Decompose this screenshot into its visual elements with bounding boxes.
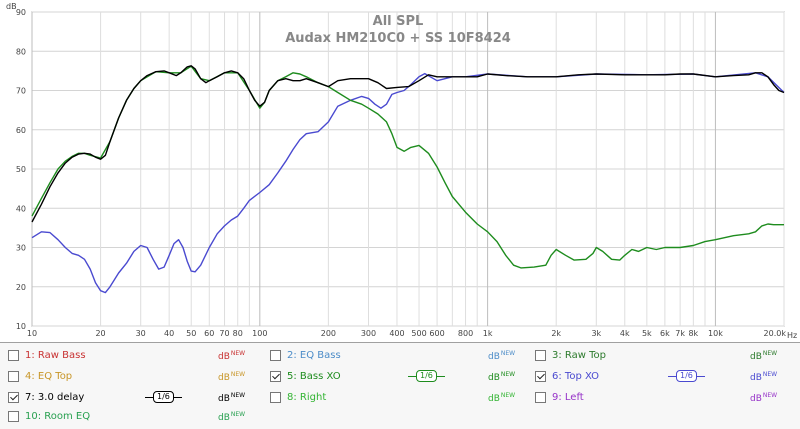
smoothing-line-right bbox=[173, 396, 182, 398]
x-tick-label: 50 bbox=[186, 329, 196, 338]
checkbox-eq-top[interactable] bbox=[8, 370, 19, 382]
legend-item-top-xo[interactable]: 6: Top XO bbox=[535, 367, 599, 385]
y-tick-label: 90 bbox=[16, 8, 26, 17]
smoothing-line-left bbox=[408, 375, 416, 377]
checkbox-eq-bass[interactable] bbox=[270, 349, 281, 361]
smoothing-button-bass-xo[interactable]: 1/6 bbox=[408, 370, 445, 382]
smoothing-button-top-xo[interactable]: 1/6 bbox=[668, 370, 705, 382]
y-tick-label: 30 bbox=[16, 244, 26, 253]
checkbox-raw-bass[interactable] bbox=[8, 349, 19, 361]
y-tick-label: 10 bbox=[16, 322, 26, 331]
y-tick-label: 50 bbox=[16, 165, 26, 174]
chart-title: All SPL bbox=[373, 14, 424, 29]
x-tick-label: 60 bbox=[204, 329, 214, 338]
x-tick-label: 800 bbox=[458, 329, 473, 338]
legend-label-raw-bass: 1: Raw Bass bbox=[25, 349, 86, 361]
y-tick-label: 80 bbox=[16, 47, 26, 56]
x-tick-label: 20.0k bbox=[764, 329, 787, 338]
x-tick-label: 10k bbox=[708, 329, 723, 338]
legend-label-delay: 7: 3.0 delay bbox=[25, 391, 85, 403]
db-eq-bass: dBNEW bbox=[488, 350, 516, 362]
legend-item-bass-xo[interactable]: 5: Bass XO bbox=[270, 367, 341, 385]
x-tick-label: 70 bbox=[219, 329, 229, 338]
smoothing-label: 1/6 bbox=[153, 391, 174, 403]
db-right: dBNEW bbox=[488, 392, 516, 404]
db-bass-xo: dBNEW bbox=[488, 371, 516, 383]
x-tick-labels: 10 20 30 40 50 60 70 80 100 200 300 400 500 600 800 1k 2… bbox=[27, 329, 786, 338]
x-tick-label: 80 bbox=[233, 329, 243, 338]
legend-label-right: 8: Right bbox=[287, 391, 327, 403]
db-raw-top: dBNEW bbox=[750, 350, 778, 362]
x-tick-label: 4k bbox=[620, 329, 630, 338]
y-axis-label: dB bbox=[6, 2, 17, 11]
smoothing-label: 1/6 bbox=[676, 370, 697, 382]
y-tick-label: 70 bbox=[16, 87, 26, 96]
x-tick-label: 100 bbox=[252, 329, 267, 338]
legend-panel: 1: Raw Bass dBNEW 2: EQ Bass dBNEW 3: Ra… bbox=[0, 342, 800, 429]
x-tick-label: 400 bbox=[389, 329, 404, 338]
checkbox-room-eq[interactable] bbox=[8, 410, 19, 422]
smoothing-label: 1/6 bbox=[416, 370, 437, 382]
x-tick-label: 600 bbox=[429, 329, 444, 338]
x-tick-label: 8k bbox=[688, 329, 698, 338]
legend-item-raw-bass[interactable]: 1: Raw Bass bbox=[8, 346, 86, 364]
x-tick-label: 30 bbox=[136, 329, 146, 338]
spl-chart: 90 80 70 60 50 40 30 20 10 10 20 30 40 50 60 70 80 100 20… bbox=[6, 2, 797, 340]
checkbox-top-xo[interactable] bbox=[535, 370, 546, 382]
x-tick-label: 5k bbox=[642, 329, 652, 338]
db-raw-bass: dBNEW bbox=[218, 350, 246, 362]
smoothing-line-right bbox=[436, 375, 445, 377]
db-room-eq: dBNEW bbox=[218, 411, 246, 423]
checkbox-raw-top[interactable] bbox=[535, 349, 546, 361]
legend-item-left[interactable]: 9: Left bbox=[535, 388, 584, 406]
x-tick-label: 500 bbox=[411, 329, 426, 338]
checkbox-bass-xo[interactable] bbox=[270, 370, 281, 382]
checkbox-left[interactable] bbox=[535, 391, 546, 403]
legend-item-delay[interactable]: 7: 3.0 delay bbox=[8, 388, 84, 406]
legend-label-room-eq: 10: Room EQ bbox=[25, 410, 91, 422]
x-tick-label: 1k bbox=[483, 329, 493, 338]
x-tick-label: 10 bbox=[27, 329, 37, 338]
checkbox-delay[interactable] bbox=[8, 391, 19, 403]
x-tick-label: 7k bbox=[675, 329, 685, 338]
db-left: dBNEW bbox=[750, 392, 778, 404]
checkbox-right[interactable] bbox=[270, 391, 281, 403]
y-tick-label: 60 bbox=[16, 126, 26, 135]
legend-item-room-eq[interactable]: 10: Room EQ bbox=[8, 407, 90, 425]
y-tick-label: 40 bbox=[16, 204, 26, 213]
x-tick-label: 6k bbox=[660, 329, 670, 338]
x-tick-label: 20 bbox=[95, 329, 105, 338]
series-line-7-3-0-delay bbox=[31, 65, 785, 223]
db-eq-top: dBNEW bbox=[218, 371, 246, 383]
legend-label-bass-xo: 5: Bass XO bbox=[287, 370, 341, 382]
y-tick-label: 20 bbox=[16, 283, 26, 292]
x-axis-unit: Hz bbox=[787, 331, 797, 340]
legend-label-top-xo: 6: Top XO bbox=[552, 370, 600, 382]
legend-item-raw-top[interactable]: 3: Raw Top bbox=[535, 346, 606, 364]
smoothing-button-delay[interactable]: 1/6 bbox=[145, 391, 182, 403]
smoothing-line-left bbox=[145, 396, 153, 398]
smoothing-line-left bbox=[668, 375, 676, 377]
db-delay: dBNEW bbox=[218, 392, 246, 404]
y-tick-labels: 90 80 70 60 50 40 30 20 10 bbox=[16, 8, 26, 331]
legend-label-left: 9: Left bbox=[552, 391, 584, 403]
smoothing-line-right bbox=[696, 375, 705, 377]
x-tick-label: 200 bbox=[321, 329, 336, 338]
x-tick-label: 3k bbox=[591, 329, 601, 338]
series-lines bbox=[31, 65, 785, 294]
legend-label-eq-top: 4: EQ Top bbox=[25, 370, 73, 382]
x-tick-label: 40 bbox=[164, 329, 174, 338]
x-tick-label: 2k bbox=[551, 329, 561, 338]
legend-item-eq-top[interactable]: 4: EQ Top bbox=[8, 367, 72, 385]
legend-label-eq-bass: 2: EQ Bass bbox=[287, 349, 341, 361]
db-top-xo: dBNEW bbox=[750, 371, 778, 383]
legend-label-raw-top: 3: Raw Top bbox=[552, 349, 606, 361]
legend-item-right[interactable]: 8: Right bbox=[270, 388, 326, 406]
series-line-6-top-xo bbox=[31, 72, 785, 294]
x-tick-label: 300 bbox=[361, 329, 376, 338]
grid-lines bbox=[31, 11, 785, 327]
legend-item-eq-bass[interactable]: 2: EQ Bass bbox=[270, 346, 341, 364]
chart-subtitle: Audax HM210C0 + SS 10F8424 bbox=[285, 31, 511, 46]
